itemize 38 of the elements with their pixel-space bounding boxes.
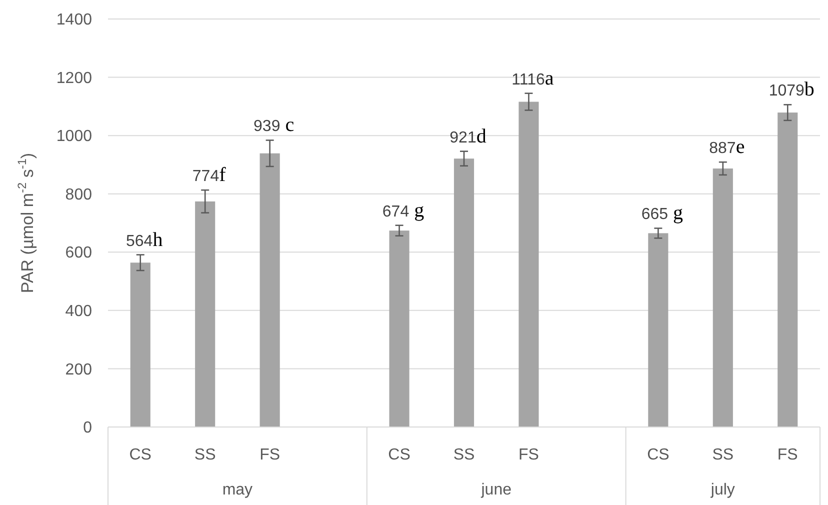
text: june bbox=[480, 482, 512, 499]
y-tick-label: 1000 bbox=[56, 128, 92, 146]
bar bbox=[389, 230, 410, 427]
data-label: 564h bbox=[126, 228, 163, 251]
y-tick-label: 0 bbox=[83, 420, 92, 437]
y-tick-label: 1400 bbox=[56, 12, 92, 29]
y-tick-label: 1200 bbox=[56, 70, 92, 87]
y-tick-label: 800 bbox=[65, 186, 92, 204]
data-label: 1079b bbox=[768, 78, 814, 101]
bar bbox=[712, 168, 733, 427]
bar bbox=[518, 102, 539, 427]
x-tick-label: FS bbox=[260, 446, 280, 464]
data-label: 674 g bbox=[382, 199, 424, 222]
x-tick-label: FS bbox=[518, 446, 539, 464]
bar bbox=[195, 201, 216, 427]
y-tick-label: 600 bbox=[65, 244, 92, 262]
data-label: 665 g bbox=[641, 202, 684, 224]
bar bbox=[454, 158, 474, 427]
text: may bbox=[222, 482, 253, 499]
x-tick-label: SS bbox=[453, 446, 475, 464]
x-tick-label: SS bbox=[194, 446, 216, 464]
data-label: 774f bbox=[192, 164, 226, 186]
bar bbox=[130, 262, 150, 427]
bar bbox=[648, 233, 668, 427]
bar bbox=[260, 153, 280, 427]
text: july bbox=[710, 482, 735, 499]
x-tick-label: CS bbox=[388, 446, 410, 464]
x-tick-label: SS bbox=[712, 446, 734, 464]
x-tick-label: CS bbox=[129, 446, 152, 464]
data-label: 887e bbox=[709, 136, 745, 158]
data-label: 1116a bbox=[512, 67, 554, 90]
data-label: 921d bbox=[450, 125, 486, 148]
x-tick-label: CS bbox=[647, 446, 670, 464]
bar bbox=[778, 112, 798, 427]
y-tick-label: 200 bbox=[65, 361, 92, 378]
x-tick-label: FS bbox=[777, 446, 798, 464]
data-label: 939 c bbox=[254, 114, 294, 136]
y-tick-label: 400 bbox=[65, 303, 92, 320]
